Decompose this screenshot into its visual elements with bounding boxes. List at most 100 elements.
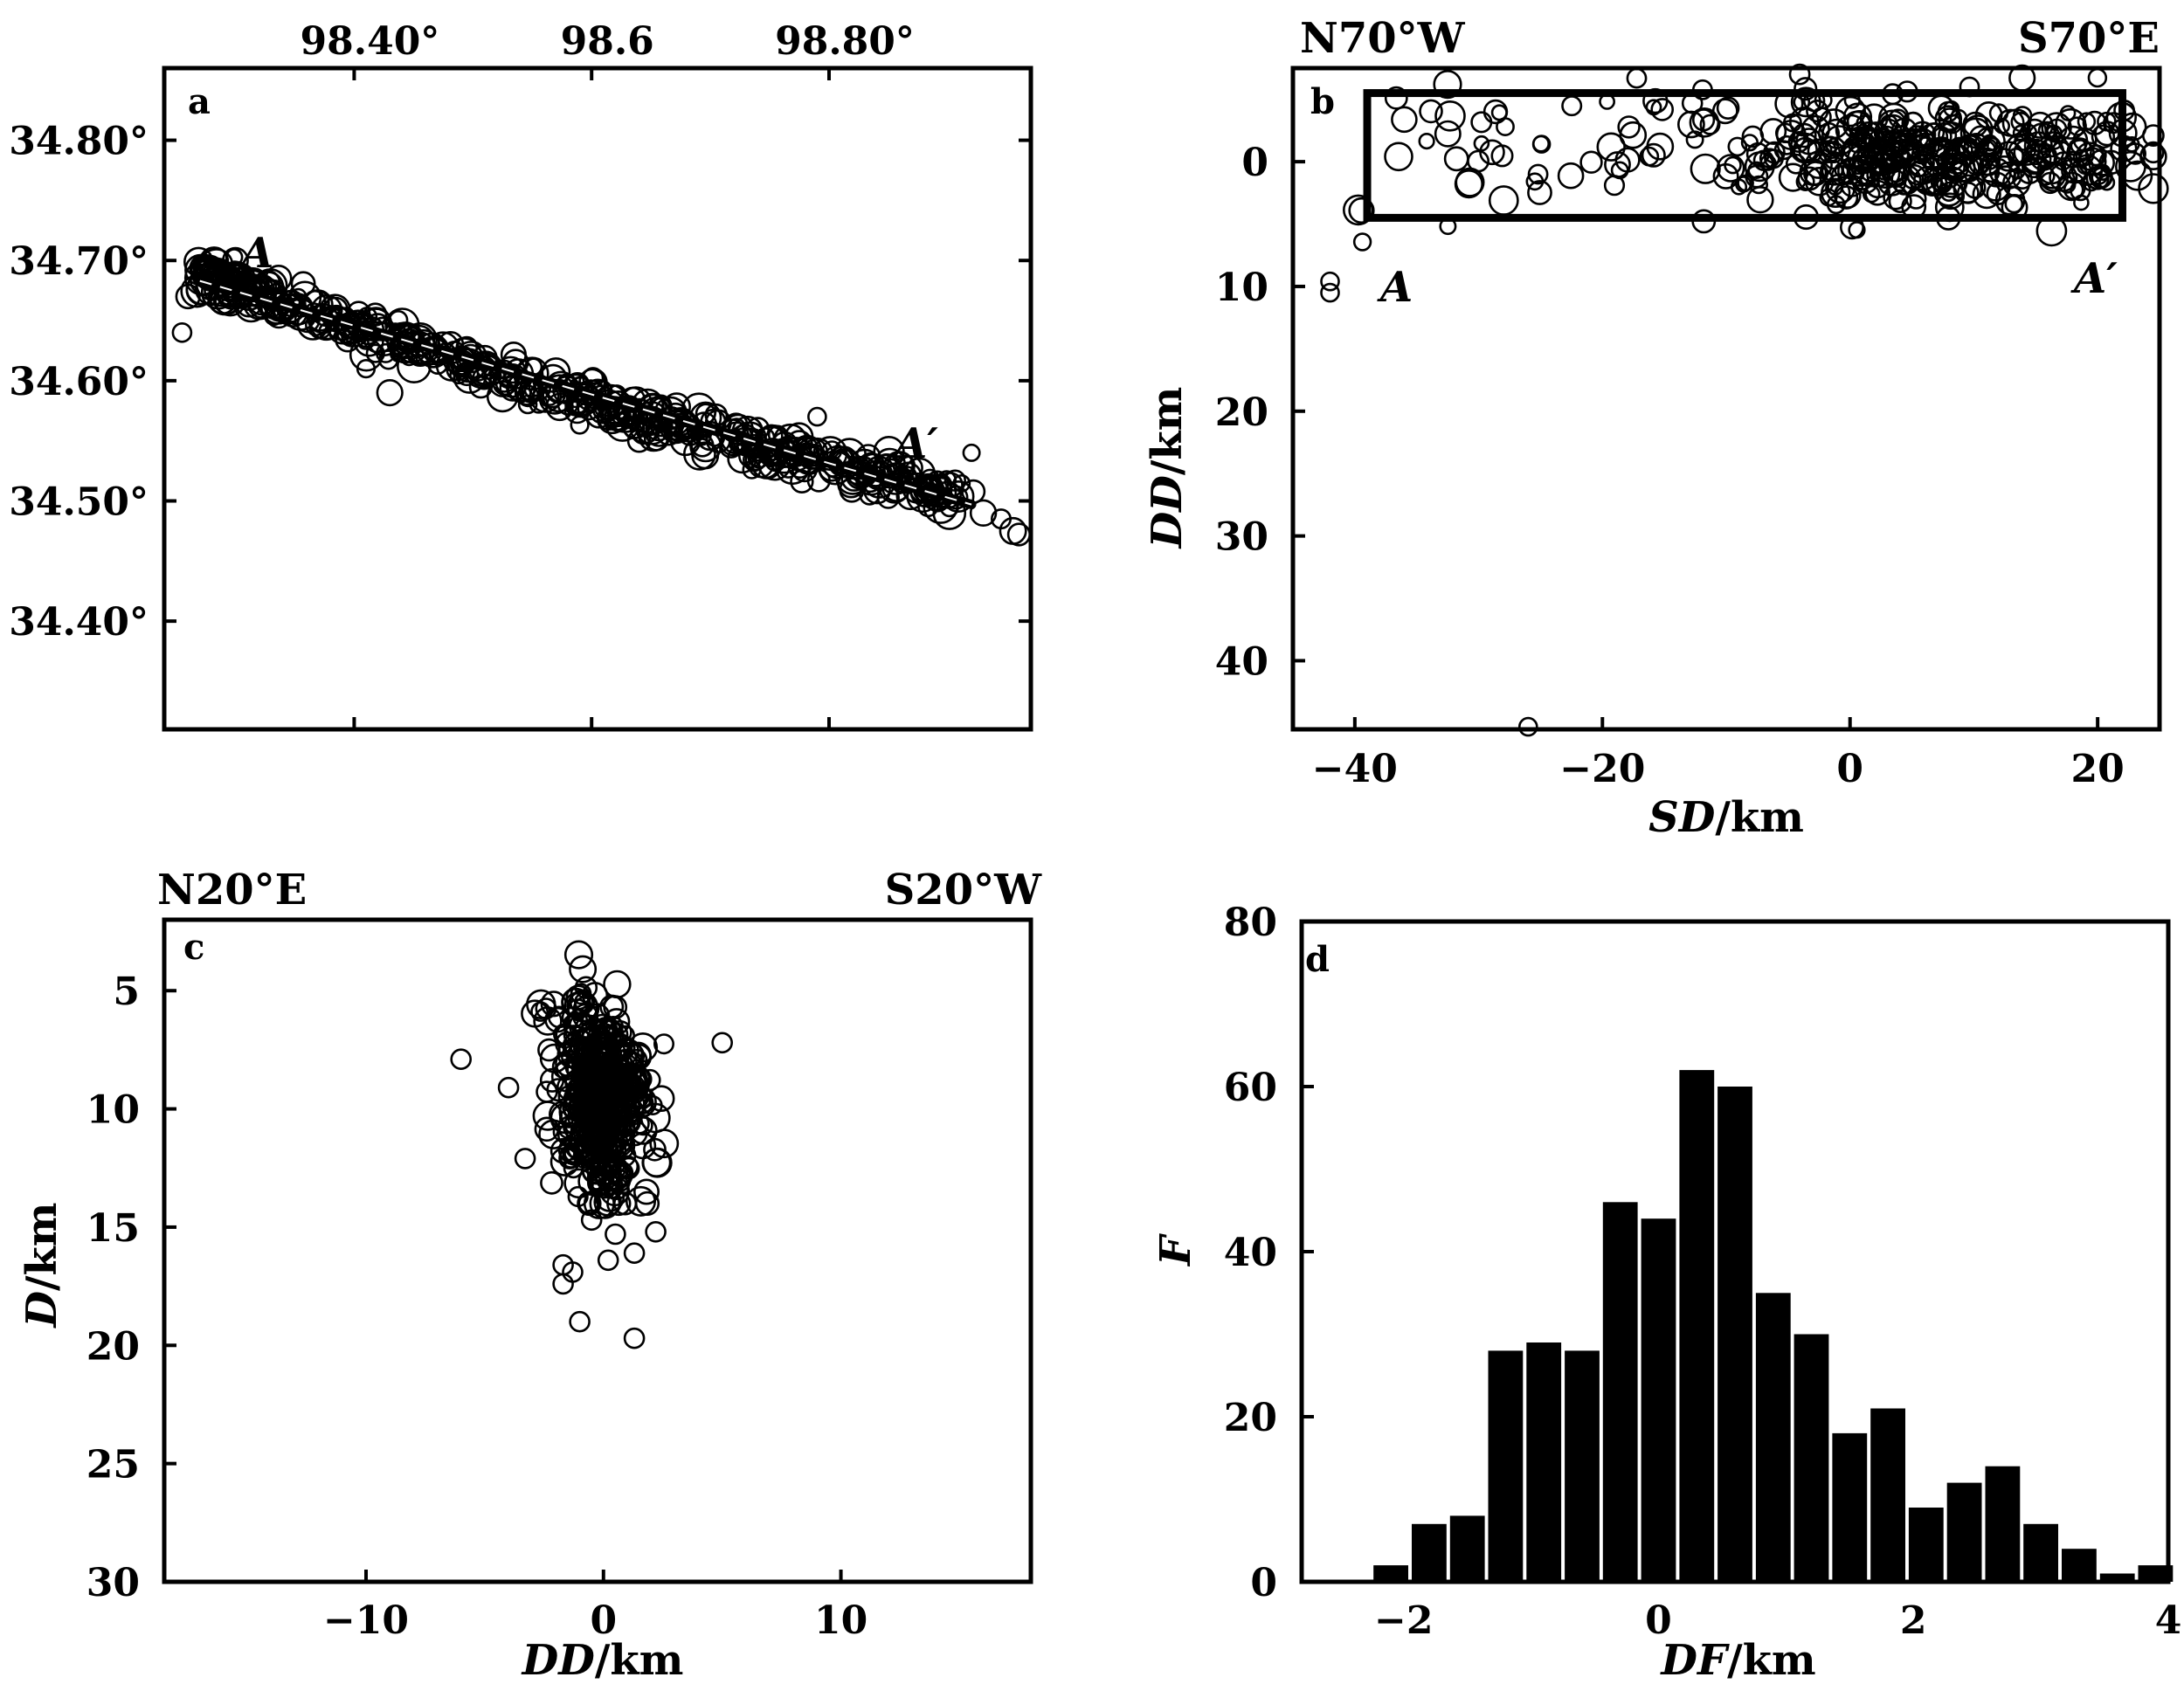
panel-b-box (1363, 89, 2126, 222)
panel-b-event (2051, 141, 2071, 161)
panel-c-event (563, 940, 594, 970)
panel-a-event (943, 469, 967, 492)
panel-d-bar (1641, 1218, 1676, 1582)
panel-b-event (1888, 189, 1912, 213)
panel-b-event (1759, 154, 1777, 171)
panel-b-event (1740, 134, 1759, 152)
panel-b-event (2138, 173, 2169, 204)
panel-c-event (594, 1019, 625, 1051)
panel-c-event (572, 1036, 597, 1059)
panel-c-event (605, 1223, 626, 1246)
panel-a-event (936, 470, 957, 491)
panel-a-event (876, 486, 900, 509)
panel-c-ylabel: D/km (17, 1202, 66, 1329)
panel-c-corner-right: S20°W (885, 866, 1042, 914)
panel-c-event (566, 990, 598, 1023)
panel-c-event (552, 1273, 574, 1295)
panel-a-xtick-label: 98.40° (301, 19, 440, 64)
panel-c-corner-left: N20°E (157, 866, 307, 914)
panel-c-event (645, 1221, 667, 1243)
panel-c-points (450, 940, 734, 1349)
panel-b-ytick-label: 10 (1215, 266, 1268, 310)
panel-a-profile-dash (199, 280, 972, 506)
panel-b-event (1962, 111, 1988, 138)
panel-b-event (1716, 154, 1745, 183)
panel-b-event (2026, 111, 2054, 139)
panel-b-event (1943, 100, 1960, 117)
panel-b-event (1434, 120, 1462, 148)
panel-b-event (1855, 125, 1879, 149)
panel-b-event (1384, 86, 1408, 110)
panel-c-event (557, 1085, 581, 1108)
panel-c-ytick-label: 25 (86, 1443, 140, 1487)
panel-b-event (1419, 99, 1443, 124)
panel-c-event (539, 1067, 565, 1093)
panel-d-ytick-label: 20 (1224, 1396, 1277, 1440)
panel-d-xtick-label: 0 (1645, 1598, 1672, 1643)
panel-a-event (999, 516, 1027, 545)
panel-a-annotation-a-prime: A′ (891, 419, 938, 468)
panel-b-event (1454, 169, 1483, 199)
panel-d-ytick-label: 80 (1224, 901, 1277, 945)
panel-c-event (576, 1060, 606, 1091)
panel-b-event (1851, 166, 1880, 195)
panel-b-event (2070, 137, 2087, 155)
panel-b-event (1787, 131, 1810, 154)
panel-d-xtick-label: 2 (1900, 1598, 1927, 1643)
panel-b-event (2084, 144, 2107, 167)
panel-c-event (623, 1242, 646, 1264)
panel-c-event (607, 1169, 632, 1193)
panel-b-event (1724, 155, 1742, 175)
panel-b-event (1716, 96, 1740, 120)
panel-d-bar (2062, 1549, 2097, 1582)
panel-b-event (2097, 111, 2117, 132)
panel-a-event (468, 375, 494, 399)
panel-d-bar (1832, 1432, 1868, 1582)
panel-b-event (1434, 100, 1466, 132)
panel-b-event (2057, 176, 2077, 194)
panel-b-event (2075, 141, 2105, 171)
panel-b-event (1877, 102, 1910, 135)
panel-d-bar (1412, 1523, 1447, 1582)
panel-d-ytick-label: 40 (1224, 1231, 1277, 1275)
panel-b-event (1433, 69, 1462, 100)
panel-b-event (1759, 148, 1780, 169)
panel-a-event (175, 283, 201, 310)
panel-b-points (1320, 63, 2169, 737)
panel-b-event (1746, 186, 1774, 214)
panel-d-bar (1449, 1515, 1485, 1582)
panel-a-ytick-label: 34.40° (9, 600, 149, 645)
panel-c-event (597, 1249, 619, 1272)
panel-b-event (2041, 112, 2072, 143)
panel-c-event (574, 1083, 600, 1108)
panel-b-event (1518, 716, 1538, 737)
panel-c-event (627, 1066, 648, 1087)
panel-b-event (1819, 188, 1838, 207)
panel-b-event (1488, 185, 1519, 216)
panel-c-event (562, 1261, 584, 1283)
panel-a-event (222, 246, 249, 274)
panel-c-event (623, 1327, 646, 1349)
panel-d-bar (1602, 1202, 1638, 1582)
panel-d-bar (1908, 1508, 1944, 1582)
panel-c-event (639, 1102, 671, 1134)
panel-a-ticks: 98.40° 98.6 98.80° 34.80° 34.70° 34.60° 34.50°… (9, 19, 1031, 729)
panel-b-event (1893, 138, 1911, 155)
panel-b-annotation-a-prime: A′ (2070, 254, 2118, 303)
panel-c-event (514, 1148, 536, 1170)
panel-a-xtick-label: 98.80° (775, 19, 915, 64)
panel-a-ytick-label: 34.80° (9, 120, 149, 164)
panel-b-event (1778, 162, 1807, 192)
panel-b-ticks: −40 −20 0 20 0 10 20 30 40 (1215, 141, 2125, 791)
panel-c-event (563, 1139, 589, 1164)
panel-d-bar (1985, 1466, 2021, 1582)
panel-c-xtick-label: 0 (590, 1598, 617, 1643)
panel-b-event (1834, 162, 1851, 179)
panel-c-ytick-label: 15 (86, 1206, 140, 1251)
panel-b-event (1527, 163, 1549, 185)
panel-b-event (1561, 95, 1583, 117)
panel-c-event (536, 1080, 558, 1103)
panel-d-ytick-label: 0 (1250, 1561, 1277, 1605)
panel-c-ytick-label: 10 (86, 1088, 140, 1133)
